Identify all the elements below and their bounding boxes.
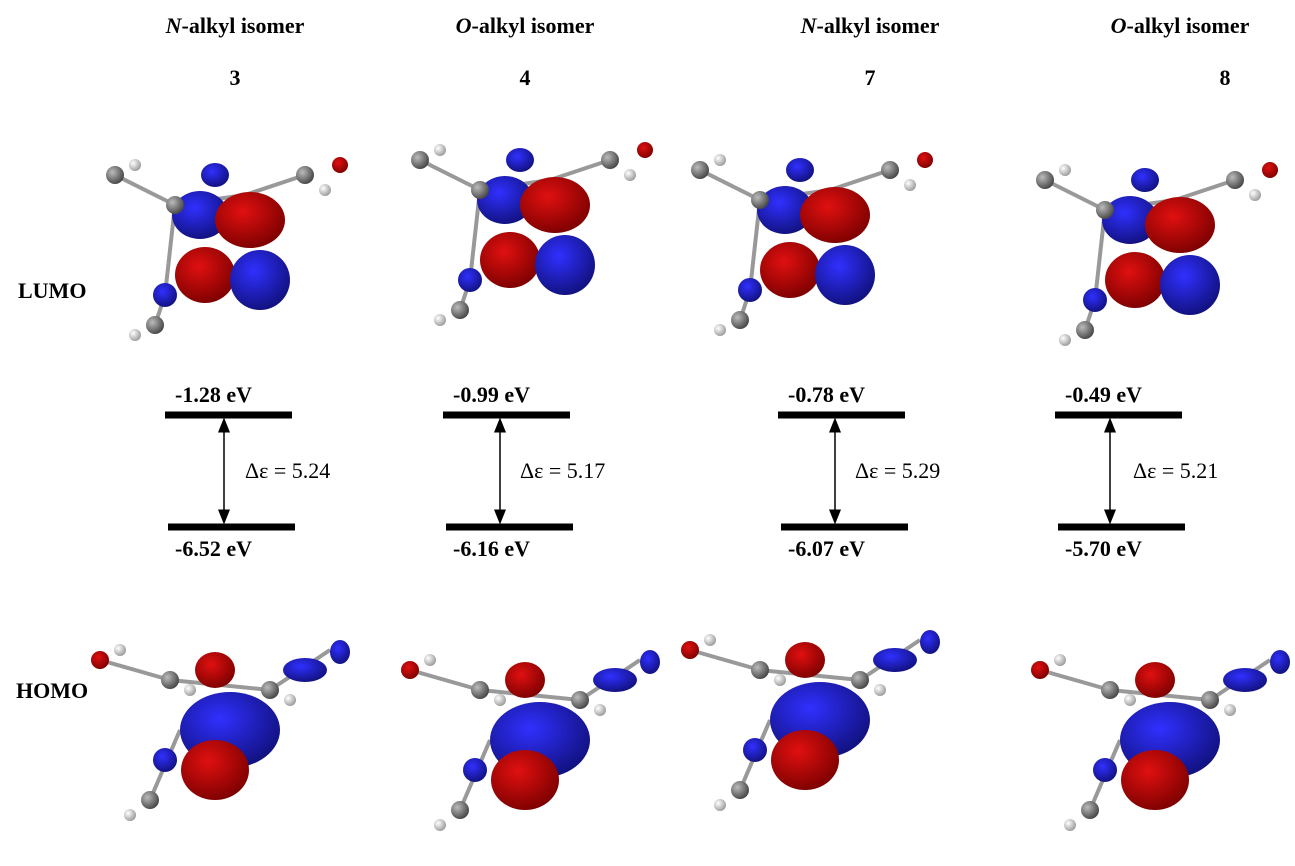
energy-gap: Δε = 5.21 <box>1133 458 1218 483</box>
lumo-energy: -1.28 eV <box>175 382 252 407</box>
homo-energy: -6.07 eV <box>788 536 865 561</box>
homo-orbital-image <box>1031 650 1290 831</box>
isomer-header: O-alkyl isomer <box>456 13 595 38</box>
isomer-header: N-alkyl isomer <box>165 13 305 38</box>
lumo-orbital-image <box>691 152 933 336</box>
isomer-header: N-alkyl isomer <box>800 13 940 38</box>
homo-orbital-image <box>91 640 350 821</box>
row-label: HOMO <box>16 678 88 703</box>
isomer-suffix: -alkyl isomer <box>1127 13 1250 38</box>
isomer-suffix: -alkyl isomer <box>472 13 595 38</box>
compound-number: 8 <box>1220 65 1231 90</box>
isomer-prefix: N <box>165 13 183 38</box>
lumo-energy: -0.99 eV <box>453 382 530 407</box>
isomer-suffix: -alkyl isomer <box>182 13 305 38</box>
lumo-energy: -0.49 eV <box>1065 382 1142 407</box>
lumo-orbital-image <box>1036 162 1278 346</box>
isomer-header: O-alkyl isomer <box>1111 13 1250 38</box>
energy-gap: Δε = 5.17 <box>520 458 605 483</box>
isomer-prefix: O <box>456 13 472 38</box>
isomer-prefix: O <box>1111 13 1127 38</box>
lumo-orbital-image <box>106 157 348 341</box>
compound-number: 4 <box>520 65 531 90</box>
energy-gap: Δε = 5.24 <box>245 458 330 483</box>
homo-orbital-image <box>401 650 660 831</box>
homo-energy: -6.52 eV <box>175 536 252 561</box>
isomer-prefix: N <box>800 13 818 38</box>
row-label: LUMO <box>18 278 86 303</box>
compound-number: 3 <box>230 65 241 90</box>
homo-energy: -6.16 eV <box>453 536 530 561</box>
lumo-energy: -0.78 eV <box>788 382 865 407</box>
figure: LUMO HOMO N-alkyl isomer3-1.28 eV-6.52 e… <box>0 0 1295 861</box>
isomer-suffix: -alkyl isomer <box>817 13 940 38</box>
compound-number: 7 <box>865 65 876 90</box>
homo-energy: -5.70 eV <box>1065 536 1142 561</box>
homo-orbital-image <box>681 630 940 811</box>
lumo-orbital-image <box>411 142 653 326</box>
energy-gap: Δε = 5.29 <box>855 458 940 483</box>
